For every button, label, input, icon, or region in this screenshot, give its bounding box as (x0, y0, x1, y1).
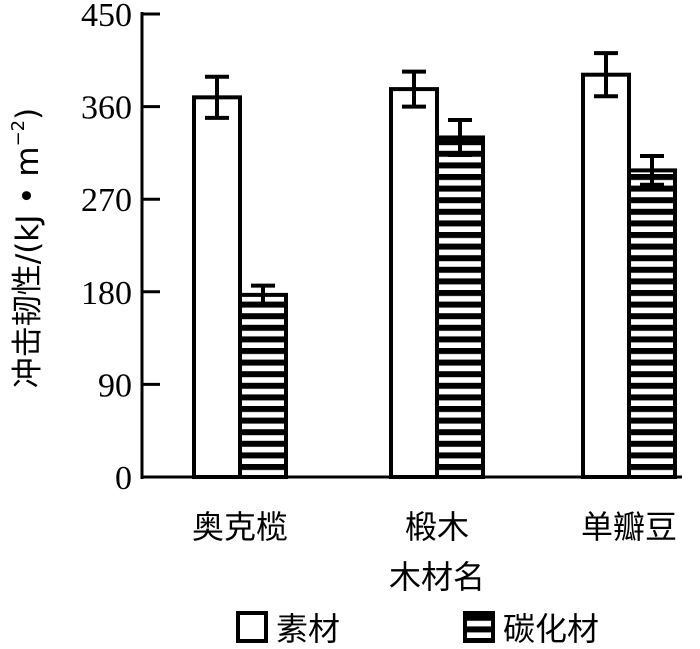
bars (192, 51, 677, 480)
x-tick-label: 奥克榄 (192, 508, 288, 546)
y-axis-label-main: 冲击韧性/(kJ • m (10, 146, 46, 388)
bar-carbonized (627, 168, 677, 479)
bar-carbonized (435, 135, 485, 479)
bar-carbonized (238, 292, 288, 479)
y-tick-label: 0 (115, 460, 132, 497)
bar-raw (192, 95, 242, 479)
y-axis-label-exponent: −2 (8, 120, 29, 147)
y-tick-label: 90 (98, 367, 132, 404)
bar-raw (389, 87, 439, 479)
legend-swatch-carbonized (463, 611, 495, 643)
y-tick-label: 360 (81, 90, 132, 127)
x-axis-label: 木材名 (389, 558, 485, 596)
bar-raw (581, 72, 631, 480)
legend-label-carbonized: 碳化材 (503, 610, 599, 648)
legend-label-raw: 素材 (276, 610, 340, 648)
y-tick-label: 180 (81, 275, 132, 312)
axes: 0 90 180 270 360 450 奥克榄 椴木 单瓣豆 (81, 0, 682, 546)
x-tick-label: 椴木 (405, 508, 469, 546)
x-tick-label: 单瓣豆 (581, 508, 677, 546)
legend: 素材 碳化材 (236, 610, 599, 648)
legend-swatch-raw (236, 611, 268, 643)
y-axis-label: 冲击韧性/(kJ • m−2) (8, 108, 46, 388)
y-axis-label-close: ) (10, 108, 46, 120)
y-tick-label: 270 (81, 182, 132, 219)
y-tick-label: 450 (81, 0, 132, 34)
